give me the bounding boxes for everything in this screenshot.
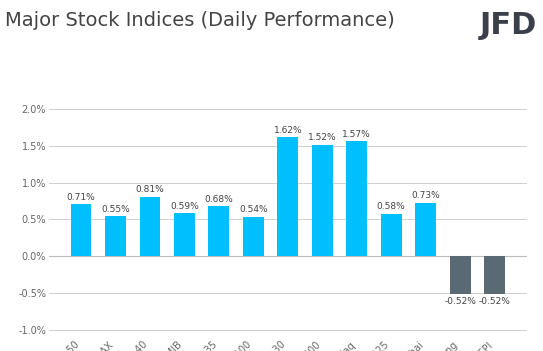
Bar [277,137,298,256]
Text: 0.73%: 0.73% [411,191,440,200]
Bar [346,141,367,256]
Bar [209,206,229,256]
Bar [140,197,160,256]
Bar [450,256,471,294]
Bar [381,213,402,256]
Bar [415,203,436,256]
Text: 0.81%: 0.81% [136,185,165,194]
Text: 0.68%: 0.68% [205,195,233,204]
Bar [174,213,195,256]
Text: Major Stock Indices (Daily Performance): Major Stock Indices (Daily Performance) [5,11,395,29]
Bar [243,217,264,256]
Text: JFD: JFD [480,11,538,40]
Bar [312,145,333,256]
Text: 1.57%: 1.57% [343,130,371,139]
Text: 0.71%: 0.71% [67,193,96,202]
Bar [105,216,126,256]
Bar [71,204,91,256]
Text: -0.52%: -0.52% [479,297,510,306]
Text: 0.54%: 0.54% [239,205,268,214]
Text: 1.62%: 1.62% [274,126,302,135]
Text: -0.52%: -0.52% [444,297,476,306]
Text: 0.59%: 0.59% [170,201,199,211]
Text: 0.55%: 0.55% [101,205,130,213]
Bar [484,256,505,294]
Text: 0.58%: 0.58% [377,203,406,211]
Text: 1.52%: 1.52% [308,133,337,143]
